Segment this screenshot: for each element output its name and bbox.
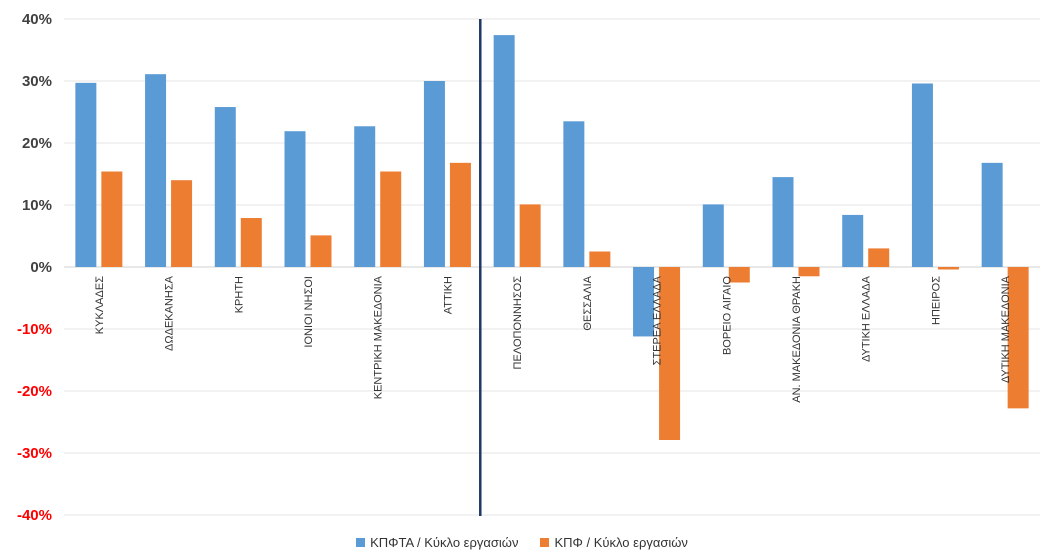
x-tick-label: ΗΠΕΙΡΟΣ [930, 276, 942, 325]
x-tick-label: ΠΕΛΟΠΟΝΝΗΣΟΣ [512, 276, 524, 370]
y-tick-label: -30% [17, 445, 52, 462]
bar-series-2 [589, 251, 611, 267]
bar-series-2 [728, 267, 750, 283]
x-axis-labels: ΚΥΚΛΑΔΕΣ ΔΩΔΕΚΑΝΗΣΑ ΚΡΗΤΗ ΙΟΝΙΟΙ ΝΗΣΟΙ ΚΕΝΤΡ… [94, 275, 1012, 402]
y-tick-label: 10% [22, 197, 52, 214]
legend-label-series-2: ΚΠΦ / Κύκλο εργασιών [554, 534, 688, 550]
bar-series-1 [911, 83, 933, 267]
bar-series-1 [633, 267, 655, 337]
bar-series-2 [868, 248, 890, 267]
bar-series-2 [937, 267, 959, 270]
bar-series-2 [449, 162, 471, 267]
legend-swatch-series-1 [356, 537, 366, 547]
bar-series-1 [214, 107, 236, 267]
x-tick-label: ΑΤΤΙΚΗ [442, 276, 454, 314]
bar-series-1 [423, 81, 445, 267]
bar-series-2 [171, 180, 193, 267]
y-axis: 40% 30% 20% 10% 0% -10% -20% -30% -40% [17, 11, 52, 524]
x-tick-label: ΣΤΕΡΕΑ ΕΛΛΑΔΑ [652, 275, 664, 365]
x-tick-label: ΙΟΝΙΟΙ ΝΗΣΟΙ [303, 276, 315, 348]
x-tick-label: ΔΥΤΙΚΗ ΕΛΛΑΔΑ [861, 275, 873, 362]
legend-item-series-2: ΚΠΦ / Κύκλο εργασιών [540, 534, 688, 550]
bar-series-1 [284, 131, 306, 267]
bar-series-2 [101, 171, 123, 267]
legend-item-series-1: ΚΠΦΤΑ / Κύκλο εργασιών [356, 535, 518, 550]
y-tick-label: 0% [30, 259, 52, 276]
bar-series-1 [493, 35, 515, 268]
y-tick-label: 20% [22, 135, 52, 152]
x-tick-label: ΑΝ. ΜΑΚΕΔΟΝΙΑ ΘΡΑΚΗ [791, 276, 803, 403]
bar-series-1 [702, 204, 724, 267]
y-tick-label: -40% [17, 507, 52, 524]
x-tick-label: ΚΕΝΤΡΙΚΗ ΜΑΚΕΔΟΝΙΑ [373, 275, 385, 399]
bar-series-1 [842, 214, 864, 267]
bar-series-2 [659, 267, 681, 440]
bars [75, 35, 1029, 440]
y-tick-label: 40% [22, 11, 52, 28]
bar-series-1 [145, 74, 167, 268]
x-tick-label: ΔΥΤΙΚΗ ΜΑΚΕΔΟΝΙΑ [1000, 275, 1012, 383]
x-tick-label: ΒΟΡΕΙΟ ΑΙΓΑΙΟ [721, 276, 733, 355]
y-tick-label: -20% [17, 383, 52, 400]
x-tick-label: ΚΥΚΛΑΔΕΣ [94, 276, 106, 334]
bar-series-1 [981, 162, 1003, 267]
x-tick-label: ΚΡΗΤΗ [233, 276, 245, 313]
bar-series-2 [310, 235, 332, 267]
bar-series-1 [563, 121, 585, 267]
y-tick-label: 30% [22, 73, 52, 90]
legend-swatch-series-2 [540, 537, 550, 547]
bar-series-1 [772, 177, 794, 267]
bar-series-2 [1007, 267, 1029, 409]
legend-label-series-1: ΚΠΦΤΑ / Κύκλο εργασιών [370, 534, 519, 550]
bar-series-2 [380, 171, 402, 267]
bar-series-1 [75, 82, 97, 267]
y-tick-label: -10% [17, 321, 52, 338]
gridlines [64, 18, 1040, 516]
bar-series-2 [519, 204, 541, 267]
bar-chart: 40% 30% 20% 10% 0% -10% -20% -30% -40% ΚΥΚΛΑΔΕΣ Δ… [17, 11, 1040, 524]
bar-series-1 [354, 126, 376, 267]
bar-series-2 [798, 267, 820, 277]
x-tick-label: ΔΩΔΕΚΑΝΗΣΑ [164, 275, 176, 351]
bar-series-2 [240, 218, 262, 267]
x-tick-label: ΘΕΣΣΑΛΙΑ [582, 275, 594, 330]
legend: ΚΠΦΤΑ / Κύκλο εργασιών ΚΠΦ / Κύκλο εργασ… [0, 532, 1044, 552]
